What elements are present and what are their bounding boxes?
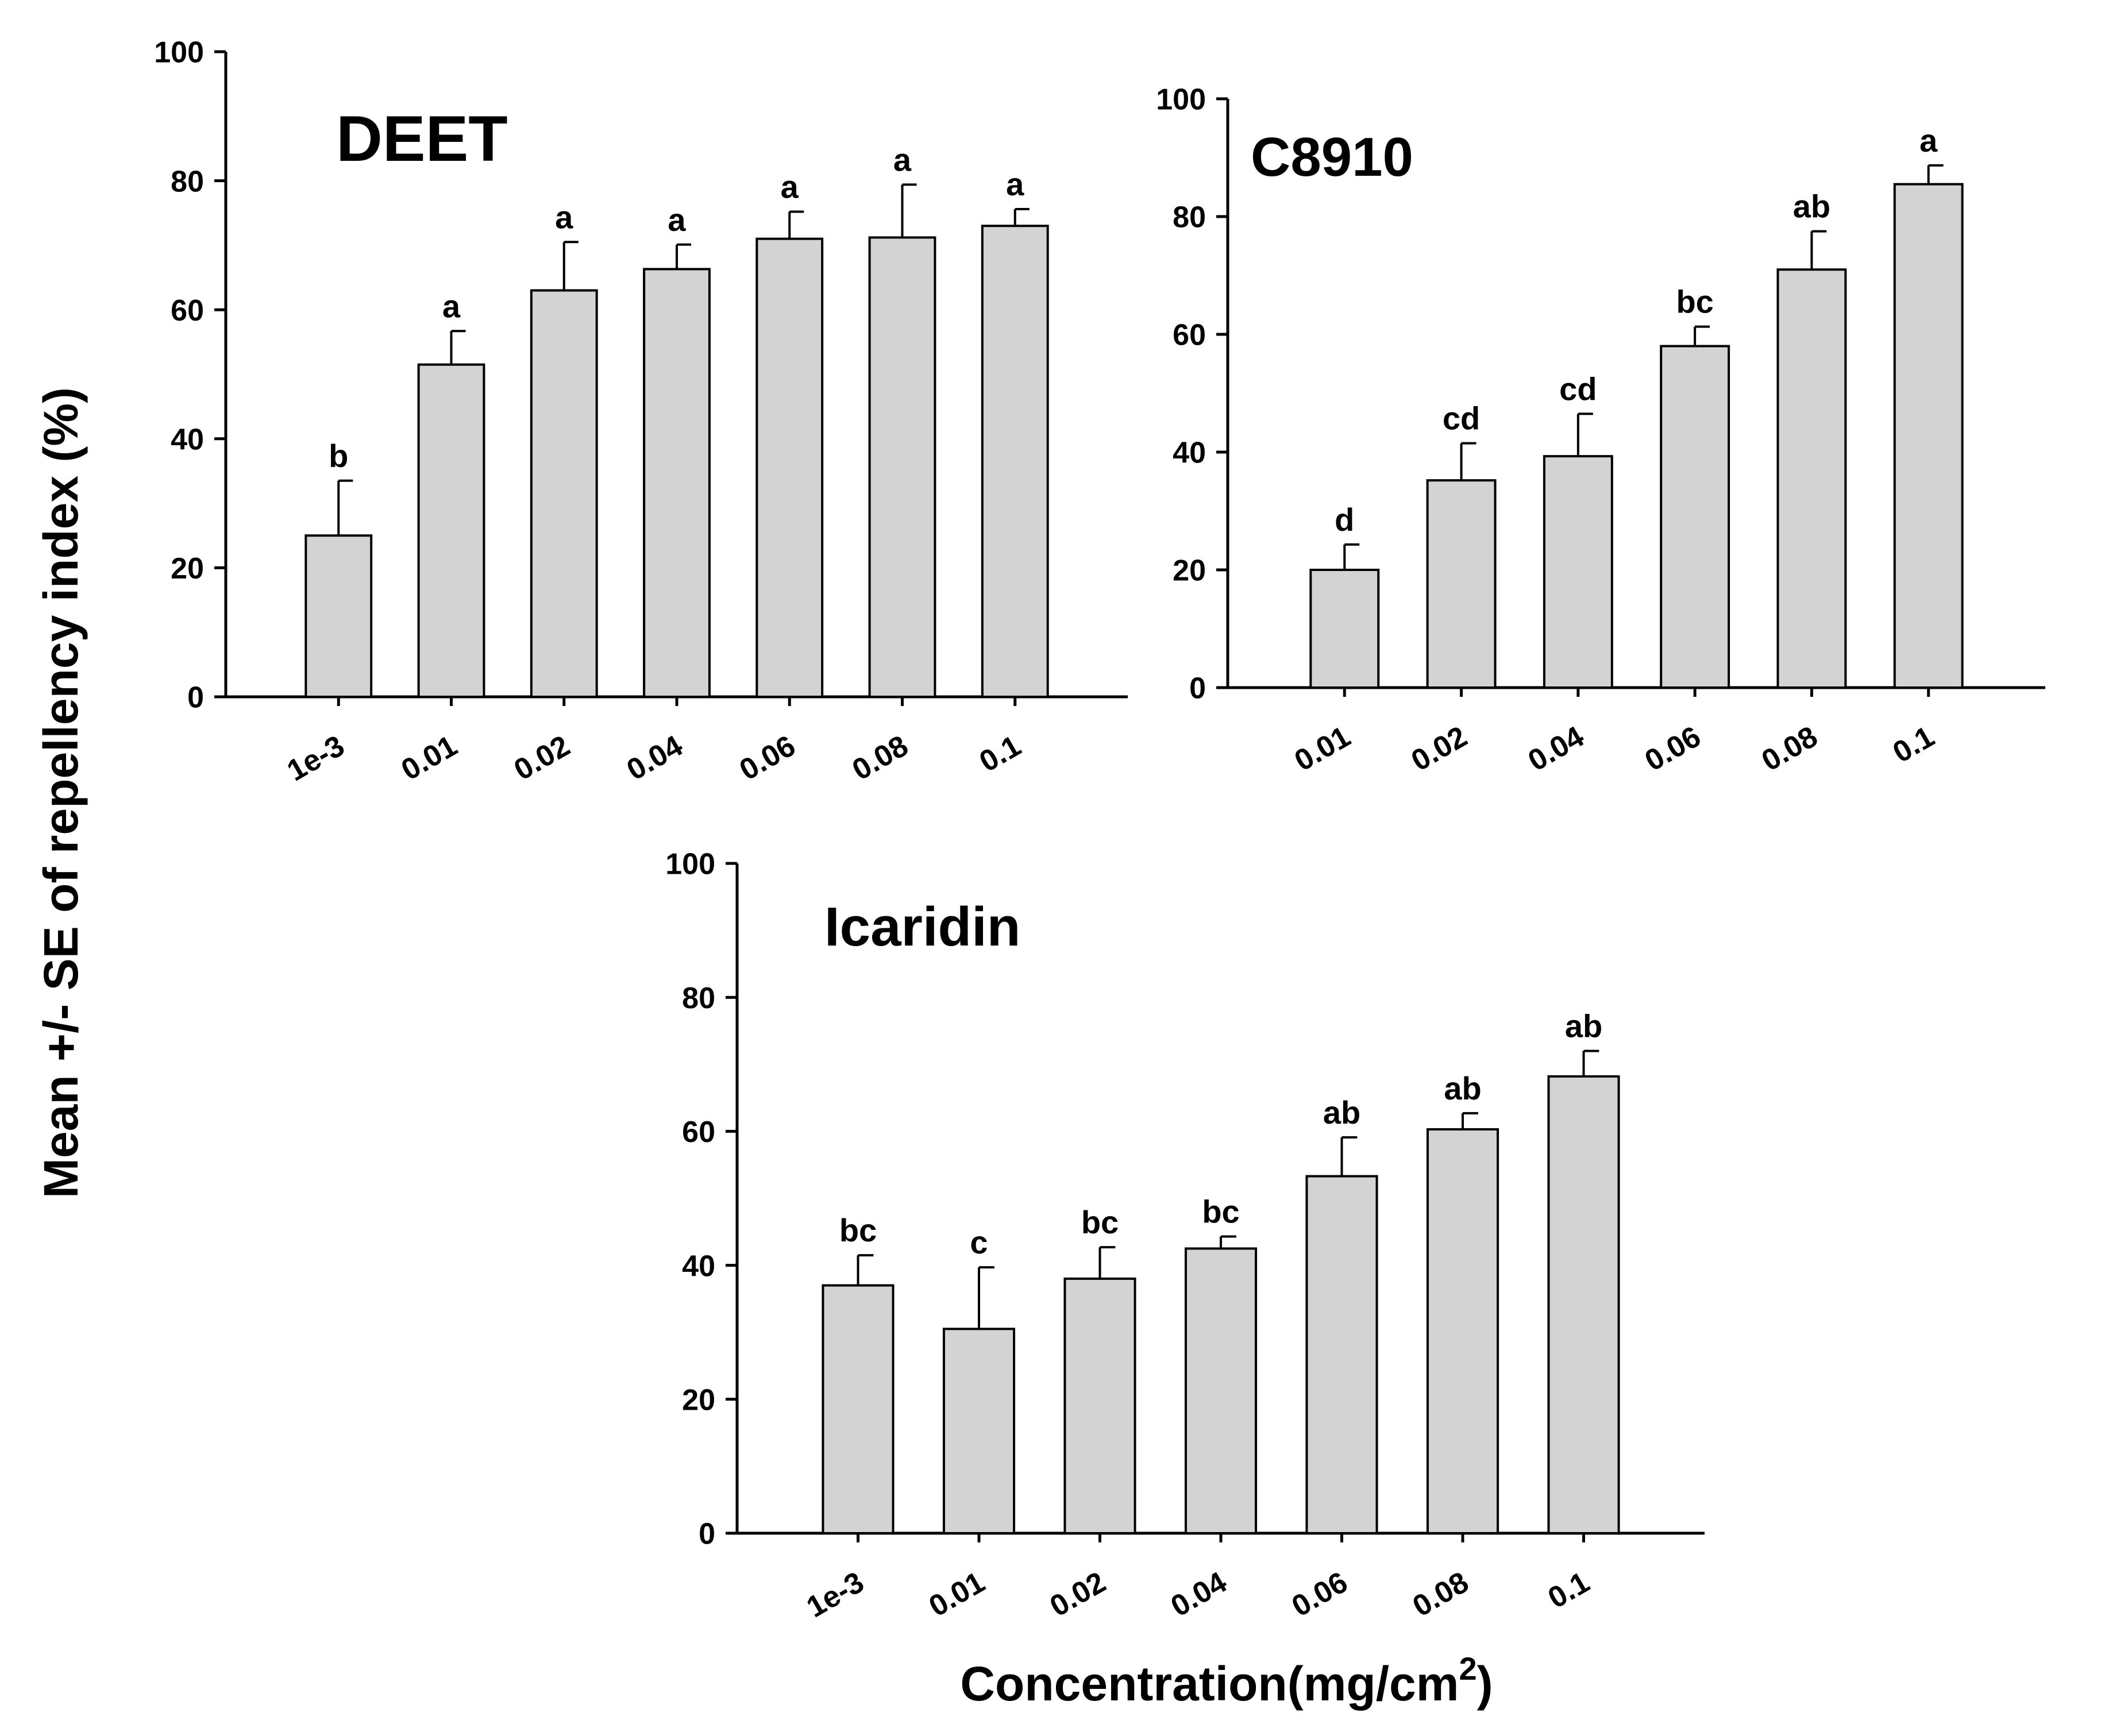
bar [304, 534, 373, 698]
y-tick-label: 0 [699, 1518, 715, 1551]
significance-letter: a [555, 199, 573, 235]
y-tick-label: 60 [171, 294, 204, 327]
x-tick-label: 0.08 [847, 729, 914, 787]
significance-letter: b [329, 438, 348, 474]
significance-letter: a [1006, 166, 1024, 202]
bar [1660, 345, 1730, 689]
significance-letter: bc [839, 1212, 877, 1248]
significance-letter: cd [1559, 371, 1597, 407]
y-tick-label: 20 [1173, 554, 1206, 588]
bar [1063, 1277, 1136, 1534]
significance-letter: ab [1444, 1070, 1481, 1106]
bar [755, 237, 824, 699]
x-axis-label-superscript: 2 [1459, 1650, 1477, 1687]
bar [1426, 479, 1497, 689]
x-tick-label: 0.04 [1165, 1565, 1232, 1623]
y-tick-label: 100 [665, 848, 715, 881]
significance-letter: a [893, 141, 912, 178]
x-tick-label: 0.01 [396, 729, 463, 787]
significance-letter: ab [1793, 188, 1830, 225]
x-tick-label: 0.01 [923, 1565, 990, 1623]
y-tick-label: 80 [171, 165, 204, 198]
significance-letter: c [970, 1224, 988, 1260]
y-tick-label: 80 [1173, 201, 1206, 234]
significance-letter: bc [1081, 1204, 1119, 1240]
x-tick-label: 0.1 [974, 729, 1027, 778]
bar [417, 363, 485, 698]
significance-letter: d [1335, 501, 1354, 538]
bar [1426, 1128, 1499, 1534]
significance-letter: ab [1565, 1008, 1602, 1044]
x-tick-label: 0.1 [1887, 720, 1940, 769]
bar [981, 225, 1049, 698]
x-tick-label: 1e-3 [282, 729, 350, 788]
bar [822, 1284, 895, 1535]
x-tick-label: 1e-3 [801, 1565, 869, 1624]
x-tick-label: 0.1 [1543, 1565, 1595, 1615]
chart-title: C8910 [1251, 126, 1413, 188]
x-tick-label: 0.02 [1044, 1565, 1112, 1623]
x-tick-label: 0.08 [1407, 1565, 1474, 1623]
y-tick-label: 40 [1173, 437, 1206, 470]
x-axis-label-close: ) [1477, 1657, 1493, 1711]
y-tick-label: 20 [682, 1384, 715, 1417]
x-tick-label: 0.02 [508, 729, 576, 787]
bar [1309, 569, 1380, 689]
y-tick-label: 100 [154, 36, 204, 70]
significance-letter: ab [1323, 1094, 1360, 1131]
bar [1893, 183, 1964, 689]
significance-letter: a [781, 169, 799, 205]
x-tick-label: 0.06 [734, 729, 801, 787]
bar [643, 268, 711, 698]
significance-letter: a [442, 288, 461, 324]
x-axis-label-main: Concentration(mg/cm [960, 1657, 1459, 1711]
x-axis-label: Concentration(mg/cm2) [960, 1650, 1493, 1711]
x-tick-label: 0.06 [1286, 1565, 1354, 1623]
chart-panel-c8910: 0 20 40 60 80 100 d 0.01 cd 0.02 cd 0.04 bc 0.06 ab 0.0… [1156, 83, 2045, 778]
y-tick-label: 100 [1156, 83, 1206, 117]
significance-letter: a [668, 202, 686, 238]
chart-title: Icaridin [824, 896, 1020, 958]
bar [1776, 268, 1847, 689]
chart-title: DEET [336, 103, 508, 175]
bar [1543, 455, 1613, 689]
x-tick-label: 0.08 [1756, 720, 1824, 778]
bar [1184, 1247, 1258, 1534]
y-axis-label: Mean +/- SE of repellency index (%) [34, 387, 88, 1198]
bar [942, 1328, 1016, 1535]
bar [1305, 1175, 1378, 1534]
chart-panel-deet: 0 20 40 60 80 100 b 1e-3 a 0.01 a 0.02 a 0.04 a 0.06 a 0.… [154, 36, 1128, 788]
significance-letter: bc [1202, 1193, 1239, 1229]
significance-letter: a [1919, 122, 1938, 159]
y-tick-label: 40 [682, 1249, 715, 1283]
x-tick-label: 0.01 [1289, 720, 1356, 778]
significance-letter: cd [1443, 400, 1480, 437]
y-tick-label: 0 [187, 681, 204, 715]
y-tick-label: 60 [682, 1116, 715, 1149]
bar [1547, 1075, 1620, 1534]
y-tick-label: 60 [1173, 319, 1206, 352]
y-tick-label: 80 [682, 982, 715, 1015]
y-tick-label: 40 [171, 423, 204, 457]
y-tick-label: 0 [1189, 672, 1206, 705]
x-tick-label: 0.06 [1639, 720, 1706, 778]
bar [530, 289, 598, 698]
y-tick-label: 20 [171, 552, 204, 585]
chart-panel-icaridin: 0 20 40 60 80 100 bc 1e-3 c 0.01 bc 0.02 bc 0.04 ab 0.0… [665, 848, 1705, 1624]
x-tick-label: 0.04 [1522, 720, 1590, 778]
significance-letter: bc [1676, 284, 1713, 320]
x-tick-label: 0.02 [1406, 720, 1473, 778]
x-tick-label: 0.04 [621, 729, 688, 787]
bar [868, 236, 936, 698]
